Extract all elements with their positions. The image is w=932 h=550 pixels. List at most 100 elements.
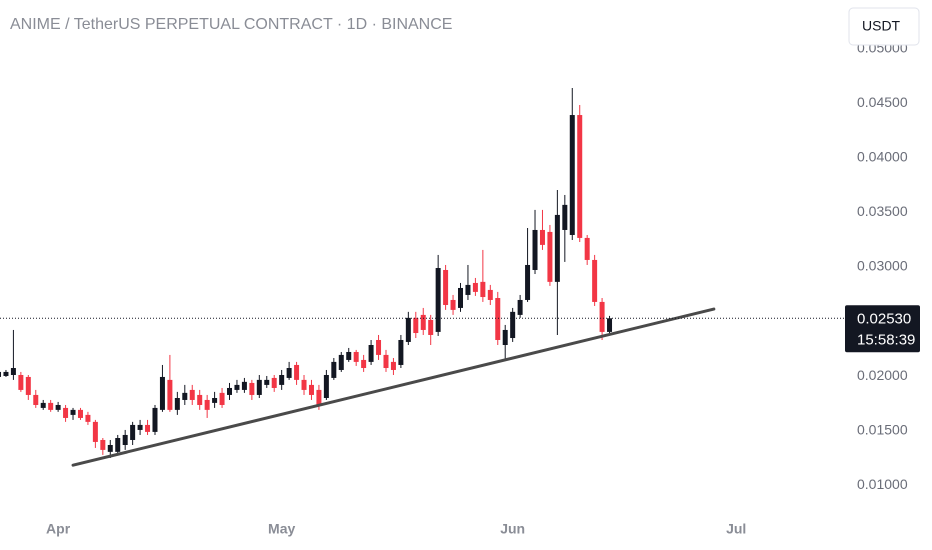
- candle-body: [25, 376, 31, 395]
- candle-body: [204, 399, 210, 410]
- candle-body: [376, 339, 382, 355]
- candle-body: [48, 402, 54, 410]
- candle-body: [107, 444, 113, 452]
- candle-body: [577, 115, 583, 238]
- candle-body: [562, 204, 568, 230]
- candle-body: [159, 376, 165, 410]
- candle-body: [85, 414, 91, 422]
- x-tick-label: Jul: [726, 521, 746, 537]
- chart-title: ANIME / TetherUS PERPETUAL CONTRACT · 1D…: [10, 16, 452, 33]
- candle-body: [40, 402, 46, 408]
- candle-body: [361, 359, 367, 369]
- x-tick-label: Apr: [46, 521, 71, 537]
- candle-body: [137, 424, 143, 430]
- candle-body: [420, 314, 426, 330]
- candle-body: [450, 299, 456, 310]
- candle-body: [63, 407, 69, 418]
- candle-body: [212, 397, 218, 403]
- candle-body: [308, 384, 314, 395]
- candle-body: [458, 287, 464, 308]
- candle-body: [383, 354, 389, 369]
- y-tick-label: 0.02000: [857, 367, 908, 383]
- candle-body: [122, 434, 128, 445]
- candle-body: [599, 301, 605, 332]
- candle-body: [264, 379, 270, 385]
- candle-body: [145, 424, 151, 432]
- candle-body: [189, 389, 195, 400]
- candle-body: [435, 268, 441, 332]
- x-tick-label: Jun: [500, 521, 525, 537]
- y-tick-label: 0.03500: [857, 203, 908, 219]
- candle-body: [465, 284, 471, 295]
- candle-body: [10, 368, 16, 375]
- candle-body: [331, 361, 337, 378]
- candle-body: [554, 214, 560, 282]
- candle-body: [413, 317, 419, 334]
- candle-body: [77, 409, 83, 418]
- y-tick-label: 0.04500: [857, 94, 908, 110]
- candle-body: [592, 259, 598, 302]
- candle-body: [286, 368, 292, 378]
- candle-body: [301, 379, 307, 390]
- candle-body: [197, 394, 203, 405]
- last-price-label: 0.02530: [857, 310, 911, 327]
- candle-body: [182, 392, 188, 400]
- candle-body: [532, 229, 538, 270]
- candle-body: [279, 374, 285, 385]
- candle-body: [517, 299, 523, 315]
- candle-body: [256, 379, 262, 395]
- candle-body: [130, 424, 136, 440]
- candle-body: [294, 364, 300, 380]
- candle-body: [607, 318, 613, 332]
- candle-body: [100, 439, 106, 450]
- candle-body: [487, 289, 493, 300]
- candle-body: [405, 317, 411, 342]
- candle-body: [3, 371, 9, 376]
- candle-body: [18, 374, 24, 390]
- candle-body: [234, 384, 240, 390]
- candle-body: [539, 229, 545, 245]
- candle-body: [219, 392, 225, 405]
- candle-body: [0, 371, 2, 377]
- candle-body: [227, 387, 233, 395]
- y-tick-label: 0.01000: [857, 476, 908, 492]
- candle-body: [398, 339, 404, 365]
- currency-button: [848, 7, 920, 46]
- candle-body: [510, 311, 516, 339]
- last-price-box: [845, 305, 920, 353]
- candle-body: [249, 382, 255, 395]
- candle-body: [241, 381, 247, 390]
- candle-body: [323, 374, 329, 398]
- candle-body: [390, 361, 396, 370]
- currency-label: USDT: [862, 18, 901, 34]
- candle-body: [480, 281, 486, 298]
- candle-body: [443, 269, 449, 305]
- candle-body: [167, 379, 173, 410]
- y-tick-label: 0.04000: [857, 149, 908, 165]
- candle-body: [346, 351, 352, 360]
- candle-body: [174, 397, 180, 410]
- candle-body: [338, 354, 344, 370]
- candle-body: [584, 237, 590, 260]
- candle-body: [368, 345, 374, 362]
- candle-body: [271, 377, 277, 388]
- countdown: 15:58:39: [857, 331, 915, 348]
- candle-body: [92, 421, 98, 442]
- candle-body: [472, 282, 478, 292]
- candle-body: [428, 319, 434, 335]
- y-tick-label: 0.01500: [857, 421, 908, 437]
- candle-body: [316, 389, 322, 405]
- candle-body: [115, 438, 121, 452]
- x-tick-label: May: [268, 521, 295, 537]
- candle-body: [569, 115, 575, 235]
- candle-body: [525, 264, 531, 300]
- candle-body: [33, 394, 39, 405]
- candle-body: [55, 404, 61, 410]
- candle-body: [495, 298, 501, 340]
- candle-body: [152, 407, 158, 432]
- candle-body: [353, 351, 359, 362]
- trendline: [71, 307, 716, 467]
- candle-body: [70, 409, 76, 415]
